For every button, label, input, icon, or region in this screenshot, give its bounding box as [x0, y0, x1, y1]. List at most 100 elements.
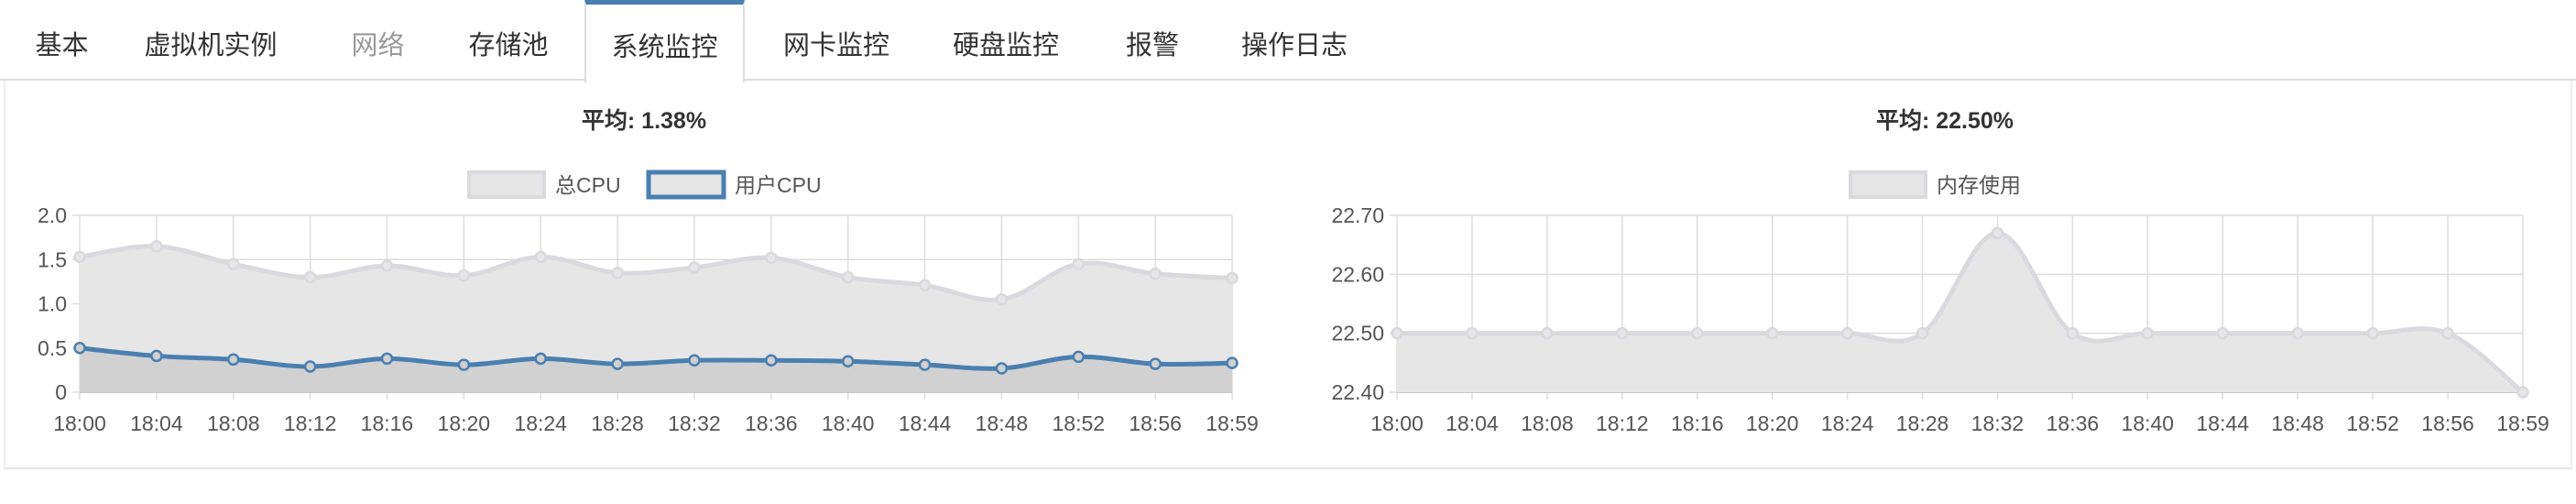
x-tick-label: 18:48 [2271, 411, 2324, 435]
data-point[interactable] [2516, 386, 2529, 399]
y-tick-label: 22.40 [1331, 380, 1384, 404]
x-tick-label: 18:59 [1206, 411, 1259, 435]
tab-storage-pool[interactable]: 存储池 [468, 31, 549, 60]
tab-operation-log[interactable]: 操作日志 [1240, 31, 1348, 60]
data-point[interactable] [1991, 226, 2004, 240]
x-tick-label: 18:32 [668, 411, 721, 435]
y-tick-label: 22.50 [1331, 322, 1384, 345]
data-point[interactable] [73, 250, 86, 264]
memory-chart: 平均: 22.50% 内存使用 22.40 22.50 22.60 22.70 18:00 1… [1331, 108, 2549, 435]
data-point[interactable] [611, 357, 624, 370]
y-tick-label: 0 [55, 380, 67, 404]
data-point[interactable] [688, 354, 701, 367]
data-point[interactable] [1072, 350, 1086, 364]
data-point[interactable] [1226, 271, 1239, 285]
data-point[interactable] [995, 292, 1009, 306]
x-tick-label: 18:28 [1896, 411, 1949, 435]
data-point[interactable] [1616, 326, 1629, 340]
x-tick-label: 18:36 [2047, 411, 2100, 435]
data-point[interactable] [457, 358, 471, 371]
x-tick-label: 18:16 [361, 411, 414, 435]
data-point[interactable] [1149, 267, 1162, 280]
x-tick-label: 18:40 [822, 411, 875, 435]
x-tick-label: 18:04 [1446, 411, 1499, 435]
legend-swatch [1849, 170, 1927, 199]
data-point[interactable] [534, 352, 547, 366]
chart-title: 平均: 22.50% [1876, 108, 2014, 134]
data-point[interactable] [2441, 326, 2454, 340]
y-tick-label: 22.60 [1331, 262, 1384, 286]
data-point[interactable] [150, 240, 163, 253]
data-point[interactable] [611, 266, 624, 279]
data-point[interactable] [380, 259, 394, 272]
tab-disk-monitor[interactable]: 硬盘监控 [952, 31, 1059, 60]
y-tick-label: 1.5 [38, 247, 67, 271]
data-point[interactable] [1149, 357, 1162, 370]
data-point[interactable] [2216, 326, 2230, 340]
x-tick-label: 18:52 [1052, 411, 1105, 435]
data-point[interactable] [73, 342, 86, 355]
legend-swatch [467, 170, 546, 199]
x-tick-label: 18:48 [976, 411, 1029, 435]
data-point[interactable] [2291, 326, 2304, 340]
x-tick-label: 18:44 [2196, 411, 2249, 435]
data-point[interactable] [1541, 326, 1554, 340]
x-tick-label: 18:12 [1596, 411, 1649, 435]
data-point[interactable] [2066, 326, 2079, 340]
data-point[interactable] [1840, 326, 1854, 340]
data-point[interactable] [2141, 326, 2155, 340]
data-point[interactable] [841, 355, 855, 367]
data-point[interactable] [1690, 326, 1704, 340]
x-tick-label: 18:24 [514, 411, 567, 435]
tab-network[interactable]: 网络 [351, 31, 405, 60]
data-point[interactable] [765, 251, 778, 265]
data-point[interactable] [918, 279, 932, 291]
data-point[interactable] [1226, 356, 1239, 369]
x-tick-label: 18:44 [899, 411, 952, 435]
tab-vm-instances[interactable]: 虚拟机实例 [144, 31, 278, 60]
x-tick-label: 18:04 [130, 411, 183, 435]
series-area-fill [1397, 233, 2523, 392]
tab-alerts[interactable]: 报警 [1125, 31, 1179, 60]
tab-system-monitor[interactable]: 系统监控 [584, 0, 745, 82]
x-tick-label: 18:20 [438, 411, 491, 435]
legend-label: 总CPU [555, 173, 621, 197]
x-tick-label: 18:59 [2496, 411, 2549, 435]
data-point[interactable] [380, 352, 394, 366]
series-line [79, 345, 1233, 371]
x-tick-label: 18:24 [1821, 411, 1874, 435]
data-point[interactable] [1466, 326, 1479, 340]
data-point[interactable] [226, 353, 240, 367]
data-point[interactable] [2366, 326, 2379, 340]
data-point[interactable] [688, 261, 701, 274]
series-area-fill [80, 347, 1232, 392]
tab-basic[interactable]: 基本 [35, 31, 89, 60]
series-line [1397, 230, 2525, 394]
data-point[interactable] [1765, 326, 1779, 340]
data-point[interactable] [1916, 326, 1929, 340]
x-tick-label: 18:32 [1971, 411, 2025, 435]
cpu-chart: 平均: 1.38% 总CPU 用户CPU 0 0.5 1.0 1.5 2.0 18:00 18:0… [38, 108, 1259, 435]
y-tick-label: 2.0 [38, 203, 67, 227]
data-point[interactable] [1391, 326, 1403, 340]
data-point[interactable] [1072, 257, 1086, 270]
x-tick-label: 18:36 [745, 411, 798, 435]
data-point[interactable] [995, 362, 1009, 375]
legend-label: 内存使用 [1937, 173, 2021, 197]
x-tick-label: 18:56 [2421, 411, 2474, 435]
chart-title: 平均: 1.38% [582, 108, 706, 134]
data-point[interactable] [303, 360, 317, 373]
tab-nic-monitor[interactable]: 网卡监控 [782, 31, 890, 60]
data-point[interactable] [841, 270, 855, 284]
data-point[interactable] [457, 268, 471, 282]
x-tick-label: 18:16 [1671, 411, 1724, 435]
data-point[interactable] [765, 354, 778, 367]
legend-swatch [646, 170, 726, 200]
data-point[interactable] [226, 257, 240, 270]
x-tick-label: 18:08 [207, 411, 260, 435]
data-point[interactable] [303, 270, 317, 284]
tab-bar: 基本 虚拟机实例 网络 存储池 系统监控 网卡监控 硬盘监控 报警 操作日志 [0, 0, 2576, 82]
data-point[interactable] [918, 358, 932, 371]
data-point[interactable] [150, 349, 163, 363]
data-point[interactable] [534, 250, 547, 264]
